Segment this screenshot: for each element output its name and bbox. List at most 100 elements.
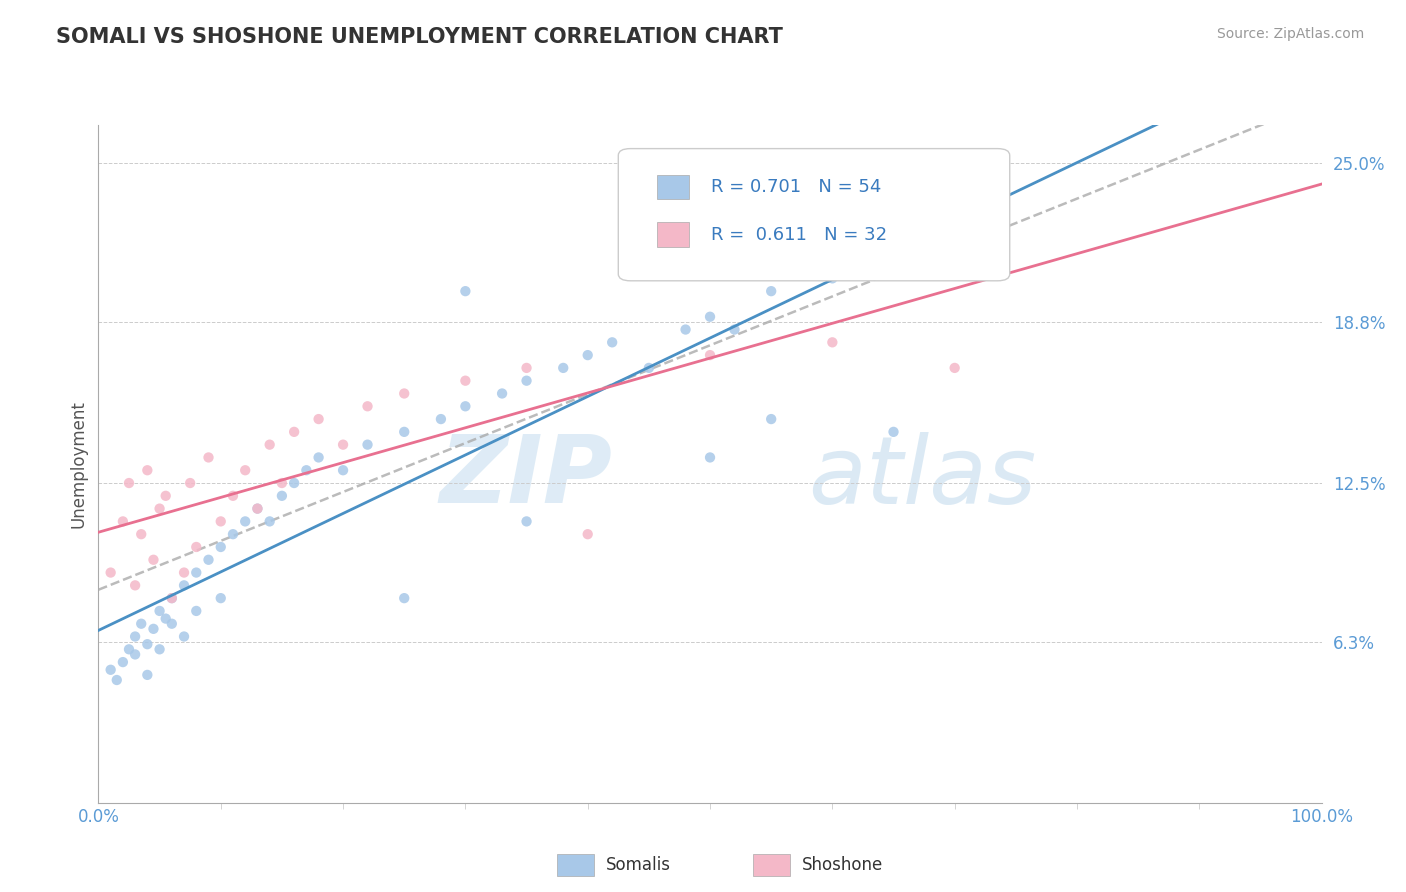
Point	[761, 284, 783, 298]
Point	[430, 412, 453, 426]
Point	[111, 655, 134, 669]
Text: Source: ZipAtlas.com: Source: ZipAtlas.com	[1216, 27, 1364, 41]
Point	[392, 386, 416, 401]
Point	[699, 348, 721, 362]
Point	[209, 591, 232, 606]
Point	[233, 515, 256, 529]
Point	[173, 578, 195, 592]
Bar	[557, 855, 593, 876]
Point	[129, 527, 152, 541]
Point	[160, 591, 183, 606]
Point	[118, 642, 141, 657]
Point	[222, 489, 245, 503]
Point	[516, 374, 538, 388]
Point	[516, 360, 538, 375]
Point	[155, 612, 177, 626]
Point	[553, 360, 575, 375]
Point	[209, 540, 232, 554]
Point	[283, 476, 305, 491]
Point	[392, 425, 416, 439]
Bar	[658, 222, 689, 247]
Point	[186, 604, 208, 618]
Point	[160, 591, 183, 606]
Point	[675, 322, 697, 336]
Point	[124, 648, 146, 662]
Point	[136, 668, 159, 682]
Point	[233, 463, 256, 477]
Point	[332, 463, 354, 477]
Point	[124, 578, 146, 592]
Point	[637, 360, 661, 375]
Bar	[752, 855, 790, 876]
Point	[454, 284, 477, 298]
Text: atlas: atlas	[808, 432, 1036, 523]
Point	[111, 515, 134, 529]
Point	[197, 450, 219, 465]
Point	[295, 463, 318, 477]
Point	[943, 360, 966, 375]
Point	[197, 553, 219, 567]
Point	[222, 527, 245, 541]
Point	[699, 310, 721, 324]
Point	[699, 450, 721, 465]
Point	[149, 604, 172, 618]
Point	[136, 463, 159, 477]
Point	[920, 245, 942, 260]
Point	[761, 233, 783, 247]
Point	[308, 412, 330, 426]
Point	[600, 335, 623, 350]
Point	[129, 616, 152, 631]
Point	[155, 489, 177, 503]
Point	[454, 374, 477, 388]
Point	[821, 335, 844, 350]
Point	[136, 637, 159, 651]
Point	[576, 348, 599, 362]
Point	[124, 630, 146, 644]
Point	[454, 399, 477, 413]
Point	[186, 540, 208, 554]
Point	[723, 322, 745, 336]
Point	[209, 515, 232, 529]
Point	[259, 515, 281, 529]
Point	[149, 642, 172, 657]
Point	[270, 489, 294, 503]
Point	[356, 437, 378, 451]
Text: Shoshone: Shoshone	[801, 856, 883, 874]
Text: ZIP: ZIP	[439, 432, 612, 524]
Point	[637, 233, 661, 247]
Point	[356, 399, 378, 413]
Point	[105, 673, 128, 687]
Y-axis label: Unemployment: Unemployment	[69, 400, 87, 528]
Point	[100, 566, 122, 580]
FancyBboxPatch shape	[619, 149, 1010, 281]
Point	[283, 425, 305, 439]
Point	[149, 501, 172, 516]
Point	[576, 527, 599, 541]
Point	[179, 476, 201, 491]
Point	[332, 437, 354, 451]
Point	[246, 501, 269, 516]
Point	[100, 663, 122, 677]
Point	[761, 412, 783, 426]
Bar	[658, 175, 689, 200]
Point	[246, 501, 269, 516]
Point	[516, 515, 538, 529]
Point	[173, 630, 195, 644]
Text: Somalis: Somalis	[606, 856, 671, 874]
Text: R = 0.701   N = 54: R = 0.701 N = 54	[711, 178, 882, 196]
Point	[308, 450, 330, 465]
Point	[259, 437, 281, 451]
Point	[186, 566, 208, 580]
Point	[883, 425, 905, 439]
Point	[270, 476, 294, 491]
Point	[142, 553, 165, 567]
Point	[160, 616, 183, 631]
Point	[173, 566, 195, 580]
Point	[821, 271, 844, 285]
Point	[392, 591, 416, 606]
Text: R =  0.611   N = 32: R = 0.611 N = 32	[711, 226, 887, 244]
Point	[491, 386, 513, 401]
Point	[142, 622, 165, 636]
Point	[118, 476, 141, 491]
Text: SOMALI VS SHOSHONE UNEMPLOYMENT CORRELATION CHART: SOMALI VS SHOSHONE UNEMPLOYMENT CORRELAT…	[56, 27, 783, 46]
